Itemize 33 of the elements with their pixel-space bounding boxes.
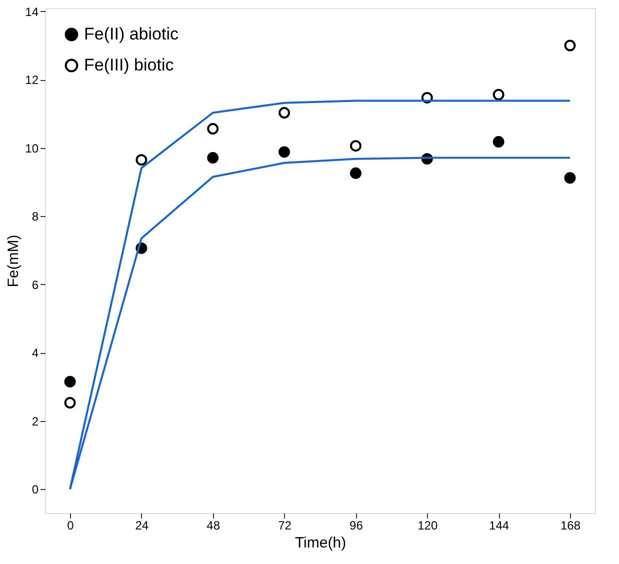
y-tick-label: 10 [25,141,39,156]
x-tick-label: 0 [67,518,74,532]
y-tick-label: 0 [32,482,39,497]
x-tick-label: 24 [135,518,149,532]
point [64,376,76,388]
y-tick-label: 8 [32,210,39,224]
x-axis-title: Time(h) [294,534,346,552]
point [278,107,290,118]
point [278,146,290,158]
x-tick-label: 144 [489,518,510,532]
point [564,40,576,52]
y-tick-label: 4 [32,346,39,360]
y-tick-label: 2 [32,414,39,428]
point [207,123,219,135]
legend-label: Fe(II) abiotic [84,24,179,44]
legend-label: Fe(III) biotic [84,56,174,74]
point [492,136,504,148]
y-tick-label: 14 [25,4,39,19]
x-tick-label: 72 [278,518,292,532]
x-tick-label: 48 [206,518,220,532]
point [64,397,76,409]
x-tick-label: 168 [560,518,581,532]
x-tick-label: 120 [418,518,438,532]
y-axis-title: Fe(mM) [5,234,22,288]
y-tick-label: 6 [32,278,39,292]
point [350,140,362,152]
point [207,152,219,164]
point [350,167,362,179]
point [492,88,504,100]
x-tick-label: 96 [350,518,364,532]
y-tick-label: 12 [25,73,39,88]
point [564,172,576,184]
point [136,154,148,166]
